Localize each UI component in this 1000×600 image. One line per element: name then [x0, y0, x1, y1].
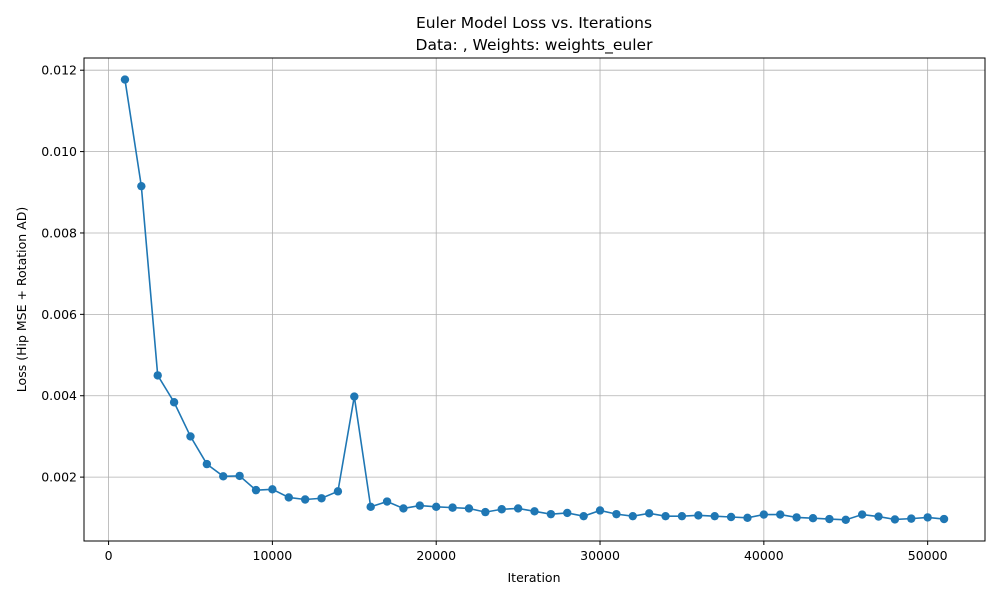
data-point: [776, 510, 785, 519]
data-point: [497, 505, 506, 514]
data-point: [743, 513, 752, 523]
data-point: [874, 512, 883, 521]
data-point: [186, 432, 195, 441]
data-point: [808, 514, 818, 523]
chart-subtitle: Data: , Weights: weights_euler: [416, 36, 654, 55]
data-point: [513, 504, 523, 513]
y-axis-label: Loss (Hip MSE + Rotation AD): [14, 207, 29, 392]
loss-line: [124, 79, 945, 521]
data-point: [595, 506, 605, 515]
y-tick-label: 0.010: [41, 144, 77, 159]
data-point: [841, 515, 850, 525]
data-point: [202, 459, 212, 469]
data-point: [481, 507, 490, 517]
data-point: [120, 75, 130, 84]
data-point: [825, 514, 834, 524]
data-point: [317, 494, 326, 503]
y-tick-label: 0.006: [41, 307, 77, 322]
x-axis-label: Iteration: [507, 570, 560, 585]
data-point: [284, 493, 293, 502]
data-point: [432, 502, 441, 512]
y-tick-label: 0.008: [41, 225, 77, 240]
y-tick-label: 0.012: [41, 63, 77, 78]
x-tick-label: 30000: [580, 548, 620, 563]
x-tick-label: 20000: [416, 548, 456, 563]
data-point: [169, 398, 179, 407]
data-point: [661, 511, 670, 521]
data-point: [530, 507, 539, 516]
x-tick-label: 50000: [908, 548, 948, 563]
data-point: [382, 497, 392, 506]
data-point: [612, 509, 621, 519]
data-point: [759, 510, 769, 519]
x-tick-label: 40000: [744, 548, 784, 563]
data-point: [857, 510, 867, 519]
data-point: [366, 502, 375, 512]
data-point: [448, 503, 457, 512]
data-point: [939, 514, 949, 524]
data-point: [628, 511, 637, 521]
data-point: [300, 495, 310, 504]
data-point: [268, 485, 277, 494]
axis-ticks: 0 10000 20000 30000 40000 50000 0.002 0.004 0.00…: [41, 63, 947, 563]
data-point: [907, 514, 916, 523]
data-point: [644, 509, 654, 518]
x-tick-label: 0: [105, 548, 113, 563]
plot-frame: [83, 57, 986, 542]
data-point: [677, 511, 687, 521]
data-point: [219, 472, 228, 481]
data-point: [137, 181, 146, 191]
data-point: [710, 511, 719, 521]
data-point: [235, 471, 244, 481]
data-point: [890, 515, 900, 524]
x-tick-label: 10000: [253, 548, 293, 563]
data-point: [333, 487, 343, 496]
data-point: [726, 512, 736, 522]
y-tick-label: 0.004: [41, 388, 77, 403]
data-point: [251, 485, 261, 495]
data-point: [579, 511, 588, 521]
grid-lines: [84, 58, 985, 541]
data-point: [923, 513, 932, 522]
data-point: [694, 511, 703, 520]
data-point: [792, 513, 801, 522]
data-point: [464, 504, 474, 513]
chart-title: Euler Model Loss vs. Iterations: [416, 14, 652, 32]
data-point: [153, 371, 162, 380]
data-point: [399, 504, 408, 513]
data-point: [563, 508, 572, 518]
data-point: [350, 392, 359, 401]
data-point: [546, 509, 556, 519]
y-tick-label: 0.002: [41, 470, 77, 485]
data-point: [415, 501, 425, 510]
loss-series: [120, 75, 949, 525]
